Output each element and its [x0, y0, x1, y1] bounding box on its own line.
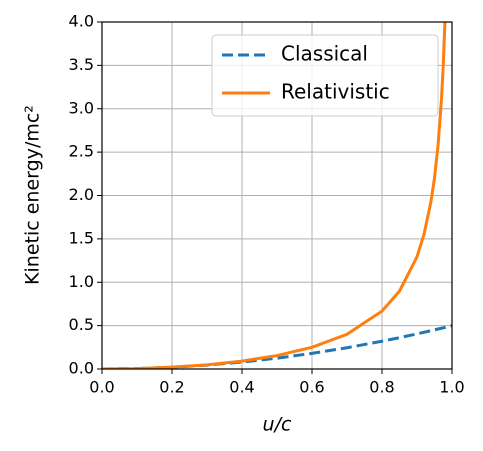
x-tick-label: 0.2: [159, 378, 184, 397]
plot-lines: [102, 22, 452, 369]
y-tick-label: 1.5: [69, 228, 94, 247]
y-axis-label: Kinetic energy/mc²: [22, 105, 44, 285]
y-tick-label: 2.0: [69, 185, 94, 204]
y-tick-label: 4.0: [69, 12, 94, 31]
x-tick-label: 0.8: [369, 378, 394, 397]
y-tick-label: 0.5: [69, 315, 94, 334]
legend-label: Classical: [281, 42, 368, 66]
series-line: [102, 22, 447, 369]
x-tick-label: 0.0: [89, 378, 114, 397]
x-axis-label: u/c: [263, 414, 292, 436]
series-line: [102, 324, 452, 369]
legend-label: Relativistic: [281, 80, 390, 104]
legend-box: [211, 34, 439, 117]
y-tick-label: 0.0: [69, 359, 94, 378]
y-tick-label: 3.5: [69, 55, 94, 74]
x-tick-label: 1.0: [439, 378, 464, 397]
legend: Classical Relativistic: [211, 34, 439, 117]
y-tick-label: 3.0: [69, 98, 94, 117]
x-tick-label: 0.4: [229, 378, 254, 397]
y-tick-label: 1.0: [69, 272, 94, 291]
y-tick-label: 2.5: [69, 142, 94, 161]
x-tick-label: 0.6: [299, 378, 324, 397]
